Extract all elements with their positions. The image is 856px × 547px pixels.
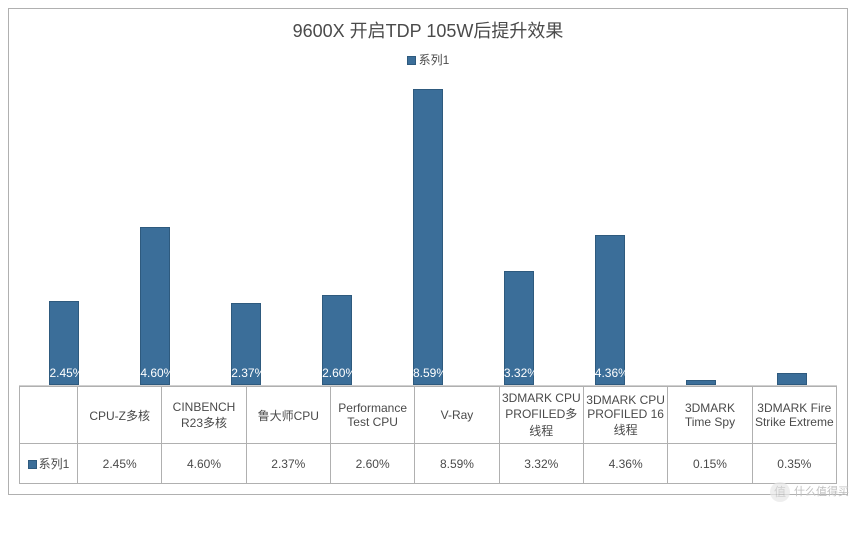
value-cell: 2.45% — [78, 444, 162, 484]
watermark: 值什么值得买 — [770, 482, 849, 502]
watermark-icon: 值 — [770, 482, 790, 502]
category-header-cell: 3DMARK Time Spy — [668, 387, 752, 444]
plot-area: 2.45% 4.60% 2.37% 2.60% 8.59% 3.32% 4.36% — [19, 76, 837, 386]
data-table: CPU-Z多核CINBENCH R23多核鲁大师CPUPerformance T… — [19, 386, 837, 484]
value-cell: 3.32% — [499, 444, 583, 484]
bar-slot: 4.60% — [110, 76, 201, 385]
bar — [777, 373, 807, 385]
bar-slot: 2.37% — [201, 76, 292, 385]
value-cell: 2.37% — [246, 444, 330, 484]
bar-slot: 2.60% — [292, 76, 383, 385]
bar-slot: 4.36% — [564, 76, 655, 385]
bar: 2.45% — [49, 301, 79, 385]
value-cell: 8.59% — [415, 444, 499, 484]
bar — [686, 380, 716, 385]
bar-slot: 3.32% — [473, 76, 564, 385]
title-row: 9600X 开启TDP 105W后提升效果 — [9, 9, 847, 47]
bar-slot: 8.59% — [383, 76, 474, 385]
bar-value-label: 2.37% — [231, 366, 261, 380]
category-header-cell: CPU-Z多核 — [78, 387, 162, 444]
bar-value-label: 4.60% — [140, 366, 170, 380]
bar-slot — [746, 76, 837, 385]
value-cell: 4.36% — [583, 444, 667, 484]
legend: 系列1 — [9, 47, 847, 76]
bar-slot — [655, 76, 746, 385]
legend-swatch-icon — [407, 56, 416, 65]
category-header-cell: 3DMARK CPU PROFILED多线程 — [499, 387, 583, 444]
table-value-row: 系列1 2.45%4.60%2.37%2.60%8.59%3.32%4.36%0… — [20, 444, 837, 484]
value-cell: 0.35% — [752, 444, 836, 484]
category-header-cell: CINBENCH R23多核 — [162, 387, 246, 444]
category-header-cell: Performance Test CPU — [330, 387, 414, 444]
bar-slot: 2.45% — [19, 76, 110, 385]
table-header-row: CPU-Z多核CINBENCH R23多核鲁大师CPUPerformance T… — [20, 387, 837, 444]
value-cell: 4.60% — [162, 444, 246, 484]
bar: 8.59% — [413, 89, 443, 385]
category-header-cell: 3DMARK CPU PROFILED 16线程 — [583, 387, 667, 444]
bar: 3.32% — [504, 271, 534, 385]
bar: 4.36% — [595, 235, 625, 385]
legend-label: 系列1 — [419, 53, 450, 67]
bar-value-label: 3.32% — [504, 366, 534, 380]
series-name-label: 系列1 — [39, 457, 70, 471]
bar: 2.37% — [231, 303, 261, 385]
bar-value-label: 4.36% — [595, 366, 625, 380]
table-corner-cell — [20, 387, 78, 444]
bar-value-label: 8.59% — [413, 366, 443, 380]
series-swatch-icon — [28, 460, 37, 469]
watermark-text: 什么值得买 — [794, 486, 849, 498]
bar-value-label: 2.60% — [322, 366, 352, 380]
bar: 2.60% — [322, 295, 352, 385]
chart-title: 9600X 开启TDP 105W后提升效果 — [293, 21, 564, 41]
chart-container: 9600X 开启TDP 105W后提升效果 系列1 2.45%4.60%2.37… — [8, 8, 848, 495]
category-header-cell: 鲁大师CPU — [246, 387, 330, 444]
category-header-cell: V-Ray — [415, 387, 499, 444]
series-row-label: 系列1 — [20, 444, 78, 484]
category-header-cell: 3DMARK Fire Strike Extreme — [752, 387, 836, 444]
bar-value-label: 2.45% — [49, 366, 79, 380]
bar: 4.60% — [140, 227, 170, 385]
value-cell: 0.15% — [668, 444, 752, 484]
value-cell: 2.60% — [330, 444, 414, 484]
